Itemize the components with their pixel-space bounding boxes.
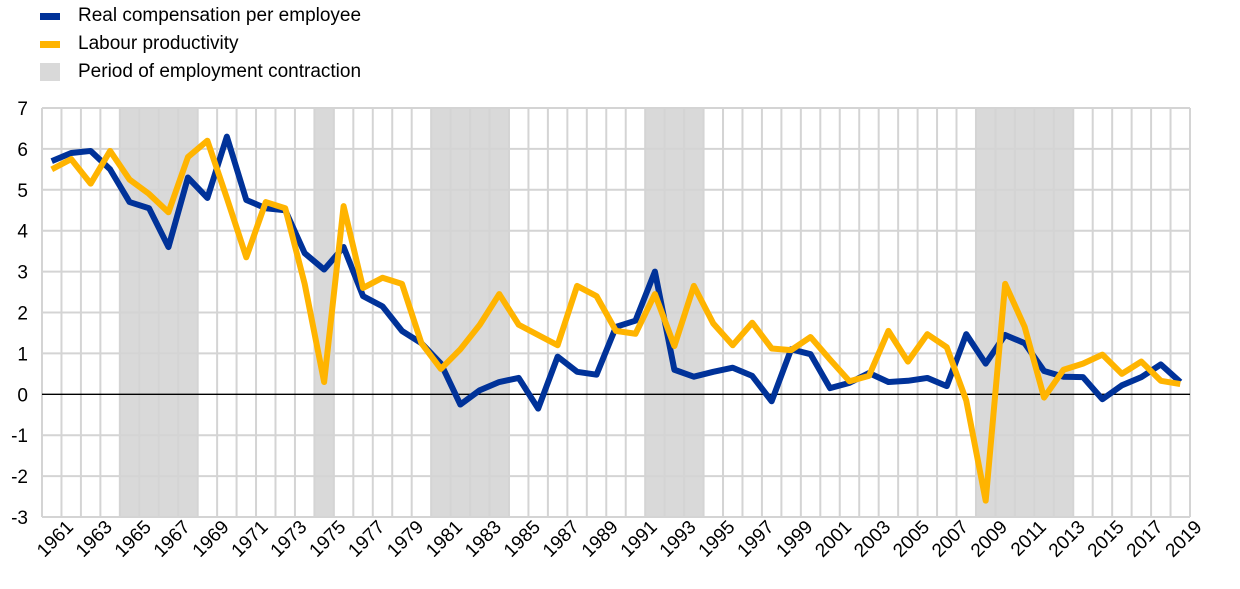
y-tick-label: -3 xyxy=(11,508,28,529)
legend-item-compensation: Real compensation per employee xyxy=(40,2,361,30)
x-tick-label: 1981 xyxy=(422,517,467,562)
x-tick-label: 1973 xyxy=(267,517,312,562)
x-tick-label: 1987 xyxy=(539,517,584,562)
x-tick-label: 1969 xyxy=(189,517,234,562)
x-tick-label: 2009 xyxy=(967,517,1012,562)
legend-label: Labour productivity xyxy=(78,33,239,54)
x-tick-label: 2005 xyxy=(889,517,934,562)
x-tick-label: 1999 xyxy=(773,517,818,562)
legend-label: Period of employment contraction xyxy=(78,61,362,82)
legend: Real compensation per employee Labour pr… xyxy=(40,2,361,86)
y-tick-label: 0 xyxy=(17,385,28,406)
y-tick-label: 7 xyxy=(17,99,28,120)
x-tick-label: 1989 xyxy=(578,517,623,562)
x-tick-label: 2013 xyxy=(1045,517,1090,562)
x-tick-label: 1975 xyxy=(306,517,351,562)
y-tick-label: 2 xyxy=(17,304,28,325)
x-tick-label: 1963 xyxy=(72,517,117,562)
y-tick-label: 6 xyxy=(17,140,28,161)
y-tick-label: 3 xyxy=(17,263,28,284)
x-tick-label: 1979 xyxy=(383,517,428,562)
y-tick-label: 4 xyxy=(17,222,28,243)
x-tick-label: 2011 xyxy=(1007,517,1051,561)
legend-item-productivity: Labour productivity xyxy=(40,30,361,58)
x-tick-label: 2007 xyxy=(928,517,973,562)
x-tick-label: 2003 xyxy=(850,517,895,562)
x-tick-label: 2001 xyxy=(811,517,856,562)
legend-swatch-productivity xyxy=(40,40,60,48)
x-tick-label: 1997 xyxy=(734,517,779,562)
x-tick-label: 1985 xyxy=(500,517,545,562)
y-tick-label: -2 xyxy=(11,467,28,488)
x-tick-label: 1991 xyxy=(617,517,662,562)
x-tick-label: 1967 xyxy=(150,517,195,562)
x-tick-label: 1961 xyxy=(33,517,78,562)
x-tick-label: 2015 xyxy=(1084,517,1129,562)
x-tick-label: 1965 xyxy=(111,517,156,562)
x-tick-label: 1983 xyxy=(461,517,506,562)
x-tick-label: 2017 xyxy=(1123,517,1168,562)
y-tick-label: -1 xyxy=(11,426,28,447)
legend-swatch-compensation xyxy=(40,12,60,20)
legend-label: Real compensation per employee xyxy=(78,5,362,26)
x-tick-label: 1971 xyxy=(228,517,273,562)
x-tick-label: 1995 xyxy=(695,517,740,562)
x-tick-label: 1977 xyxy=(344,517,389,562)
x-tick-label: 2019 xyxy=(1162,517,1207,562)
x-tick-label: 1993 xyxy=(656,517,701,562)
series-line-productivity xyxy=(50,137,1181,504)
y-tick-label: 5 xyxy=(17,181,28,202)
legend-item-contraction: Period of employment contraction xyxy=(40,58,361,86)
legend-swatch-contraction xyxy=(40,63,60,81)
y-tick-label: 1 xyxy=(17,344,28,365)
